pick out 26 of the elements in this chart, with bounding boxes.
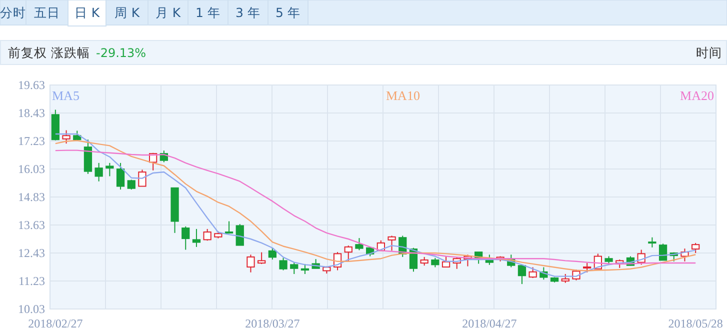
y-tick-label: 10.03: [18, 302, 45, 316]
y-tick-label: 14.83: [18, 190, 45, 204]
tab: 分时: [0, 0, 26, 26]
y-tick-label: 18.43: [18, 106, 45, 120]
y-tick-label: 13.63: [18, 218, 45, 232]
tab: 日 K: [68, 0, 106, 26]
x-tick-label: 2018/02/27: [28, 316, 83, 331]
tab: 1 年: [188, 0, 228, 26]
text: MA10: [386, 88, 420, 103]
text: MA5: [52, 88, 80, 103]
text: 时间: [696, 45, 722, 60]
y-tick-label: 19.63: [18, 78, 45, 92]
x-tick-label: 2018/03/27: [245, 316, 300, 331]
y-tick-label: 17.23: [18, 134, 45, 148]
text: MA20: [680, 88, 714, 103]
y-tick-label: 16.03: [18, 162, 45, 176]
tab: 3 年: [228, 0, 268, 26]
tab: 五日: [26, 0, 68, 26]
y-tick-label: 12.43: [18, 246, 45, 260]
x-tick-label: 2018/04/27: [462, 316, 517, 331]
text: 前复权 涨跌幅: [8, 45, 90, 60]
text: -29.13%: [96, 46, 146, 60]
y-tick-label: 11.23: [18, 274, 45, 288]
tab: 周 K: [106, 0, 148, 26]
x-tick-label: 2018/05/28: [668, 316, 723, 331]
tab: 月 K: [148, 0, 188, 26]
